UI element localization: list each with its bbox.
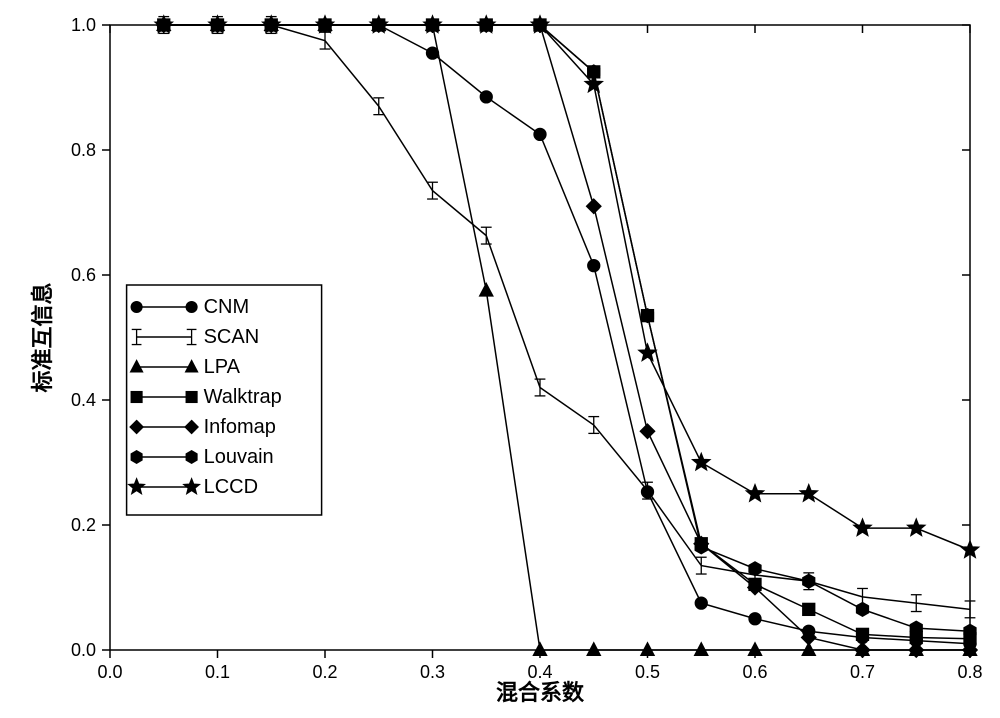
marker-square (857, 628, 869, 640)
svg-text:0.2: 0.2 (71, 515, 96, 535)
legend-label: SCAN (204, 326, 260, 348)
svg-text:0.6: 0.6 (742, 662, 767, 682)
legend-label: Louvain (204, 446, 274, 468)
marker-hexagon (964, 624, 976, 638)
marker-hexagon (186, 451, 197, 463)
svg-text:0.6: 0.6 (71, 265, 96, 285)
marker-pipe (535, 379, 546, 396)
marker-square (803, 603, 815, 615)
svg-text:混合系数: 混合系数 (496, 680, 585, 705)
line-chart: 0.0 0.1 0.2 0.3 0.4 0.5 0.6 0.7 0.8 0.0 0.2 0.4 0.6 0… (0, 0, 1000, 718)
marker-star (908, 519, 925, 535)
marker-pipe (588, 417, 599, 434)
marker-triangle (641, 643, 654, 656)
chart-container: 0.0 0.1 0.2 0.3 0.4 0.5 0.6 0.7 0.8 0.0 0.2 0.4 0.6 0… (0, 0, 1000, 718)
marker-circle (588, 260, 600, 272)
svg-text:0.4: 0.4 (527, 662, 552, 682)
marker-triangle (695, 643, 708, 656)
svg-text:0.0: 0.0 (71, 640, 96, 660)
svg-text:0.8: 0.8 (957, 662, 982, 682)
svg-text:0.0: 0.0 (97, 662, 122, 682)
marker-hexagon (642, 309, 654, 323)
marker-hexagon (131, 451, 142, 463)
svg-text:0.8: 0.8 (71, 140, 96, 160)
svg-text:0.7: 0.7 (850, 662, 875, 682)
svg-text:0.4: 0.4 (71, 390, 96, 410)
marker-triangle (748, 643, 761, 656)
marker-star (746, 485, 763, 501)
marker-diamond (587, 199, 601, 213)
svg-text:0.2: 0.2 (312, 662, 337, 682)
marker-square (186, 392, 197, 403)
marker-hexagon (803, 574, 815, 588)
marker-hexagon (857, 602, 869, 616)
marker-square (131, 392, 142, 403)
marker-pipe (320, 32, 331, 49)
svg-text:0.1: 0.1 (205, 662, 230, 682)
marker-circle (131, 302, 142, 313)
legend-label: Infomap (204, 416, 276, 438)
marker-circle (695, 597, 707, 609)
marker-circle (186, 302, 197, 313)
marker-triangle (480, 283, 493, 296)
marker-triangle (533, 643, 546, 656)
svg-text:0.5: 0.5 (635, 662, 660, 682)
svg-text:0.3: 0.3 (420, 662, 445, 682)
legend-label: CNM (204, 296, 250, 318)
marker-circle (534, 128, 546, 140)
svg-text:1.0: 1.0 (71, 15, 96, 35)
marker-circle (749, 613, 761, 625)
legend-label: Walktrap (204, 386, 282, 408)
marker-circle (480, 91, 492, 103)
marker-star (854, 519, 871, 535)
legend: CNM SCAN LPA Walktrap Infomap Louvain LCCD (127, 285, 322, 515)
marker-star (693, 454, 710, 470)
svg-text:标准互信息: 标准互信息 (30, 282, 55, 392)
marker-diamond (640, 424, 654, 438)
marker-hexagon (749, 562, 761, 576)
legend-label: LPA (204, 356, 241, 378)
marker-hexagon (695, 540, 707, 554)
marker-hexagon (910, 621, 922, 635)
legend-label: LCCD (204, 476, 258, 498)
marker-star (800, 485, 817, 501)
marker-triangle (587, 643, 600, 656)
marker-star (639, 344, 656, 360)
marker-pipe (481, 227, 492, 244)
